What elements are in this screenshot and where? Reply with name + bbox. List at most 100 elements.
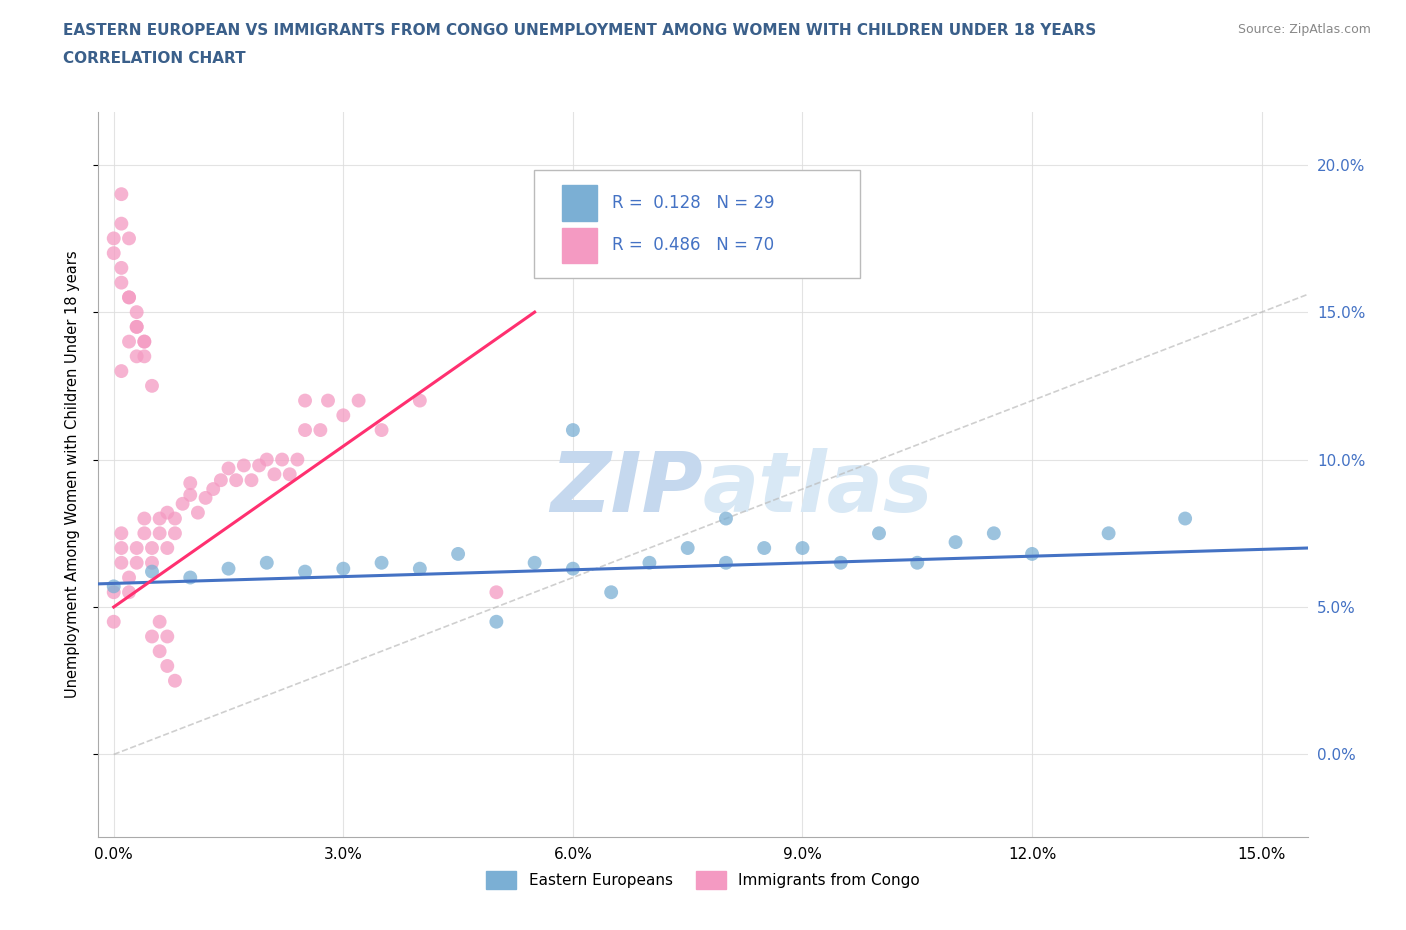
Point xyxy=(247,458,270,472)
Point xyxy=(149,525,172,540)
Point xyxy=(332,408,354,423)
Point xyxy=(256,452,278,467)
Point xyxy=(714,512,737,526)
Point xyxy=(156,629,179,644)
Point xyxy=(118,290,141,305)
FancyBboxPatch shape xyxy=(561,228,596,263)
Point xyxy=(179,476,201,491)
Point xyxy=(134,334,156,349)
Point xyxy=(792,540,814,555)
Point xyxy=(332,561,354,576)
Text: atlas: atlas xyxy=(703,448,934,529)
Point xyxy=(125,305,148,320)
Point xyxy=(163,512,186,526)
Point xyxy=(370,422,392,437)
Point xyxy=(561,422,583,437)
Point xyxy=(141,629,163,644)
Point xyxy=(141,565,163,579)
Point xyxy=(209,472,232,487)
Point xyxy=(103,578,125,593)
Point xyxy=(218,561,240,576)
Point xyxy=(523,555,546,570)
Point xyxy=(103,246,125,260)
Point xyxy=(103,231,125,246)
Point xyxy=(830,555,852,570)
Point xyxy=(263,467,285,482)
Point xyxy=(754,540,776,555)
Point xyxy=(409,393,432,408)
Point xyxy=(485,615,508,630)
Point xyxy=(103,585,125,600)
Point xyxy=(271,452,294,467)
Point xyxy=(149,644,172,658)
Point xyxy=(110,216,132,231)
Point xyxy=(134,334,156,349)
Point xyxy=(179,570,201,585)
Point xyxy=(110,260,132,275)
Point xyxy=(1174,512,1197,526)
Point xyxy=(118,585,141,600)
Point xyxy=(676,540,699,555)
Point xyxy=(1021,547,1043,562)
Point xyxy=(179,487,201,502)
Point xyxy=(232,458,254,472)
Point xyxy=(141,379,163,393)
Text: R =  0.128   N = 29: R = 0.128 N = 29 xyxy=(613,194,775,212)
Legend: Eastern Europeans, Immigrants from Congo: Eastern Europeans, Immigrants from Congo xyxy=(479,865,927,895)
Point xyxy=(118,290,141,305)
Point xyxy=(294,422,316,437)
Point xyxy=(134,349,156,364)
Point xyxy=(134,525,156,540)
Point xyxy=(868,525,890,540)
Point xyxy=(638,555,661,570)
Point xyxy=(347,393,370,408)
Point xyxy=(163,525,186,540)
Point xyxy=(118,231,141,246)
Point xyxy=(141,540,163,555)
Point xyxy=(125,319,148,334)
Point xyxy=(118,570,141,585)
Point xyxy=(156,540,179,555)
Point xyxy=(110,364,132,379)
Point xyxy=(110,275,132,290)
FancyBboxPatch shape xyxy=(534,169,860,278)
Text: Source: ZipAtlas.com: Source: ZipAtlas.com xyxy=(1237,23,1371,36)
Point xyxy=(118,334,141,349)
Point xyxy=(600,585,623,600)
Point xyxy=(905,555,928,570)
Point xyxy=(409,561,432,576)
Text: ZIP: ZIP xyxy=(550,448,703,529)
Text: R =  0.486   N = 70: R = 0.486 N = 70 xyxy=(613,236,775,255)
Point xyxy=(256,555,278,570)
Point xyxy=(294,393,316,408)
Point xyxy=(218,461,240,476)
Point xyxy=(202,482,225,497)
Point xyxy=(125,349,148,364)
Text: CORRELATION CHART: CORRELATION CHART xyxy=(63,51,246,66)
Point xyxy=(134,512,156,526)
Point xyxy=(125,540,148,555)
FancyBboxPatch shape xyxy=(561,185,596,220)
Text: EASTERN EUROPEAN VS IMMIGRANTS FROM CONGO UNEMPLOYMENT AMONG WOMEN WITH CHILDREN: EASTERN EUROPEAN VS IMMIGRANTS FROM CONG… xyxy=(63,23,1097,38)
Point xyxy=(149,512,172,526)
Point xyxy=(945,535,967,550)
Point xyxy=(294,565,316,579)
Point xyxy=(156,658,179,673)
Point xyxy=(485,585,508,600)
Point xyxy=(110,187,132,202)
Point xyxy=(316,393,339,408)
Point xyxy=(187,505,209,520)
Point xyxy=(125,319,148,334)
Point xyxy=(983,525,1005,540)
Point xyxy=(714,555,737,570)
Point xyxy=(149,615,172,630)
Point xyxy=(561,561,583,576)
Point xyxy=(287,452,309,467)
Point xyxy=(447,547,470,562)
Point xyxy=(103,615,125,630)
Y-axis label: Unemployment Among Women with Children Under 18 years: Unemployment Among Women with Children U… xyxy=(65,250,80,698)
Point xyxy=(309,422,332,437)
Point xyxy=(1097,525,1119,540)
Point xyxy=(225,472,247,487)
Point xyxy=(278,467,301,482)
